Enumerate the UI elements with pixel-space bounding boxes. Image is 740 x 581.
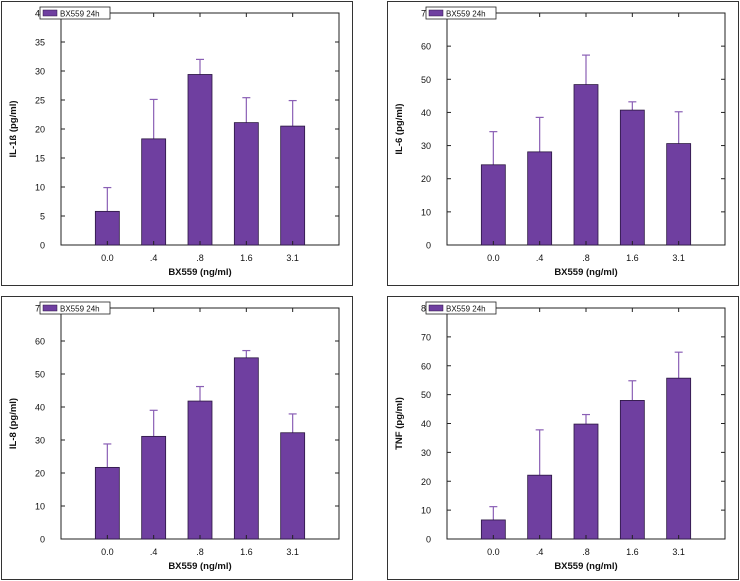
bar-0 <box>94 210 120 246</box>
x-tick-label: .8 <box>196 547 204 557</box>
legend-label: BX559 24h <box>60 10 100 19</box>
x-axis-title: BX559 (ng/ml) <box>554 267 617 278</box>
y-tick-label: 60 <box>35 337 45 347</box>
legend-box <box>39 6 111 20</box>
bar-2 <box>187 400 213 540</box>
legend-swatch <box>42 9 58 17</box>
y-tick-label: 30 <box>35 67 45 77</box>
x-tick-label: 0.0 <box>101 547 114 557</box>
bar-2 <box>187 74 213 246</box>
bar-4 <box>666 143 692 246</box>
x-tick-label: 0.0 <box>101 253 114 263</box>
y-tick-label: 20 <box>421 477 431 487</box>
y-tick-label: 20 <box>421 174 431 184</box>
y-tick-label: 25 <box>35 96 45 106</box>
y-axis-title: TNF (pg/ml) <box>394 397 405 450</box>
legend-label: BX559 24h <box>446 305 486 314</box>
bar-4 <box>280 432 306 540</box>
x-tick-label: 1.6 <box>240 253 253 263</box>
y-tick-label: 30 <box>421 448 431 458</box>
legend-label: BX559 24h <box>60 305 100 314</box>
y-tick-label: 60 <box>421 42 431 52</box>
bar-3 <box>619 400 645 540</box>
bar-3 <box>233 357 259 540</box>
x-tick-label: 3.1 <box>286 253 299 263</box>
x-tick-label: 0.0 <box>487 547 500 557</box>
bar-1 <box>527 151 553 246</box>
y-tick-label: 40 <box>35 403 45 413</box>
legend-box <box>425 301 497 315</box>
x-tick-label: .4 <box>150 547 158 557</box>
y-tick-label: 60 <box>421 361 431 371</box>
bar-0 <box>480 164 506 246</box>
legend-box <box>39 301 111 315</box>
legend-box <box>425 6 497 20</box>
bar-1 <box>141 435 167 540</box>
y-tick-label: 10 <box>35 502 45 512</box>
bar-4 <box>666 377 692 540</box>
y-tick-label: 10 <box>421 506 431 516</box>
x-tick-label: .4 <box>150 253 158 263</box>
y-tick-label: 20 <box>35 125 45 135</box>
x-axis-title: BX559 (ng/ml) <box>168 561 231 572</box>
y-tick-label: 20 <box>35 469 45 479</box>
y-tick-label: 70 <box>421 332 431 342</box>
y-tick-label: 30 <box>35 436 45 446</box>
y-tick-label: 30 <box>421 141 431 151</box>
bar-2 <box>573 423 599 540</box>
y-tick-label: 35 <box>35 38 45 48</box>
y-tick-label: 50 <box>421 75 431 85</box>
legend-swatch <box>428 9 444 17</box>
y-tick-label: 0 <box>426 535 431 545</box>
bar-3 <box>619 109 645 246</box>
y-tick-label: 10 <box>421 207 431 217</box>
bar-1 <box>527 474 553 540</box>
x-tick-label: .8 <box>582 547 590 557</box>
x-tick-label: 0.0 <box>487 253 500 263</box>
x-tick-label: .4 <box>536 253 544 263</box>
legend-swatch <box>42 304 58 312</box>
x-tick-label: .8 <box>582 253 590 263</box>
y-tick-label: 5 <box>40 212 45 222</box>
y-tick-label: 50 <box>421 390 431 400</box>
bar-3 <box>233 122 259 246</box>
y-axis-title: IL-8 (pg/ml) <box>8 398 19 449</box>
x-tick-label: 1.6 <box>626 547 639 557</box>
bar-1 <box>141 138 167 246</box>
x-axis-title: BX559 (ng/ml) <box>554 561 617 572</box>
x-tick-label: 1.6 <box>626 253 639 263</box>
x-tick-label: .8 <box>196 253 204 263</box>
x-axis-title: BX559 (ng/ml) <box>168 267 231 278</box>
y-tick-label: 0 <box>426 241 431 251</box>
x-tick-label: 3.1 <box>672 547 685 557</box>
y-tick-label: 50 <box>35 370 45 380</box>
x-tick-label: .4 <box>536 547 544 557</box>
y-tick-label: 40 <box>421 419 431 429</box>
y-tick-label: 0 <box>40 535 45 545</box>
legend-swatch <box>428 304 444 312</box>
x-tick-label: 3.1 <box>672 253 685 263</box>
bar-0 <box>94 466 120 540</box>
y-tick-label: 10 <box>35 183 45 193</box>
bar-2 <box>573 84 599 246</box>
y-tick-label: 40 <box>421 108 431 118</box>
y-axis-title: IL-1ß (pg/ml) <box>8 101 19 158</box>
bar-4 <box>280 125 306 246</box>
x-tick-label: 1.6 <box>240 547 253 557</box>
y-tick-label: 15 <box>35 154 45 164</box>
y-axis-title: IL-6 (pg/ml) <box>394 103 405 154</box>
legend-label: BX559 24h <box>446 10 486 19</box>
y-tick-label: 0 <box>40 241 45 251</box>
x-tick-label: 3.1 <box>286 547 299 557</box>
